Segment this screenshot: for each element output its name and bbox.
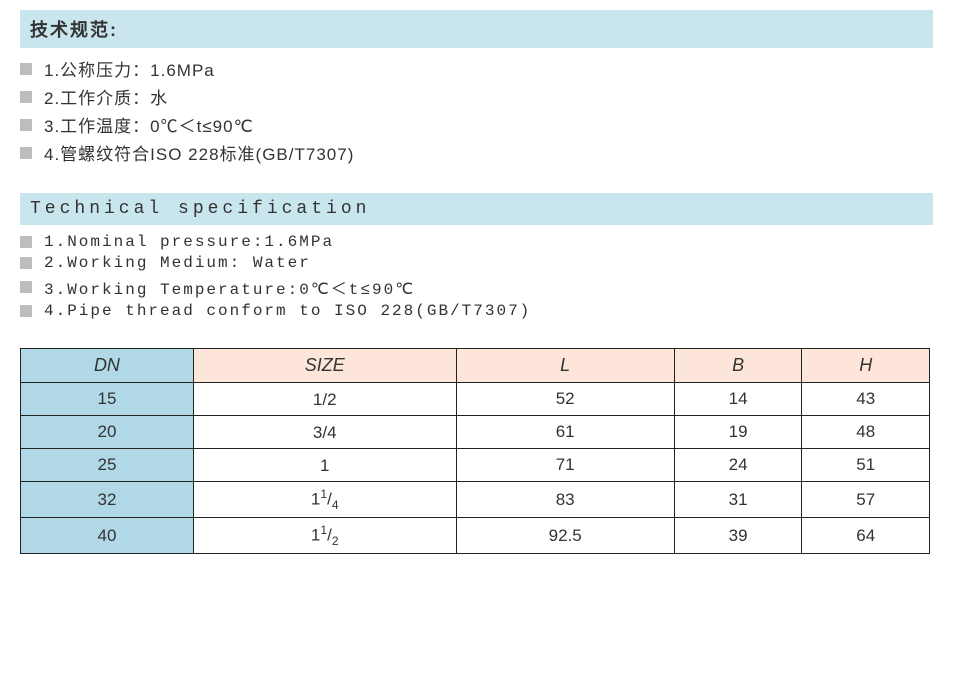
spec-item: 4.管螺纹符合ISO 228标准(GB/T7307)	[20, 140, 933, 165]
cell-dn: 20	[21, 416, 194, 449]
bullet-icon	[20, 257, 32, 269]
spec-item: 1.公称压力：1.6MPa	[20, 56, 933, 81]
cell-dn: 25	[21, 449, 194, 482]
table-row: 4011/292.53964	[21, 518, 930, 554]
cell-b: 14	[674, 383, 802, 416]
spec-list-en: 1.Nominal pressure:1.6MPa 2.Working Medi…	[20, 233, 933, 320]
spec-item: 4.Pipe thread conform to ISO 228(GB/T730…	[20, 302, 933, 320]
bullet-icon	[20, 63, 32, 75]
bullet-icon	[20, 91, 32, 103]
col-b: B	[674, 349, 802, 383]
cell-b: 19	[674, 416, 802, 449]
cell-size: 1	[193, 449, 456, 482]
spec-text: 4.Pipe thread conform to ISO 228(GB/T730…	[44, 302, 531, 320]
spec-item: 3.工作温度：0℃＜t≤90℃	[20, 112, 933, 137]
cell-l: 71	[456, 449, 674, 482]
spec-item: 2.Working Medium: Water	[20, 254, 933, 272]
bullet-icon	[20, 236, 32, 248]
table-body: 151/2521443203/46119482517124513211/4833…	[21, 383, 930, 554]
cell-l: 61	[456, 416, 674, 449]
spec-text: 1.公称压力：1.6MPa	[44, 56, 215, 81]
spec-item: 2.工作介质：水	[20, 84, 933, 109]
table-row: 251712451	[21, 449, 930, 482]
spec-item: 1.Nominal pressure:1.6MPa	[20, 233, 933, 251]
spec-text: 3.Working Temperature:0℃＜t≤90℃	[44, 275, 415, 299]
col-size: SIZE	[193, 349, 456, 383]
col-dn: DN	[21, 349, 194, 383]
cell-h: 51	[802, 449, 930, 482]
spec-text: 2.Working Medium: Water	[44, 254, 311, 272]
cell-b: 24	[674, 449, 802, 482]
bullet-icon	[20, 305, 32, 317]
cell-h: 64	[802, 518, 930, 554]
cell-dn: 15	[21, 383, 194, 416]
cell-size: 1/2	[193, 383, 456, 416]
cell-size: 11/4	[193, 482, 456, 518]
cell-l: 83	[456, 482, 674, 518]
cell-h: 43	[802, 383, 930, 416]
cell-l: 92.5	[456, 518, 674, 554]
spec-text: 3.工作温度：0℃＜t≤90℃	[44, 112, 254, 137]
cell-size: 3/4	[193, 416, 456, 449]
spec-list-cn: 1.公称压力：1.6MPa 2.工作介质：水 3.工作温度：0℃＜t≤90℃ 4…	[20, 56, 933, 165]
cell-h: 57	[802, 482, 930, 518]
table-row: 3211/4833157	[21, 482, 930, 518]
table-header-row: DN SIZE L B H	[21, 349, 930, 383]
spec-table: DN SIZE L B H 151/2521443203/46119482517…	[20, 348, 930, 554]
cell-l: 52	[456, 383, 674, 416]
section-title-en: Technical specification	[20, 193, 933, 225]
col-h: H	[802, 349, 930, 383]
spec-text: 4.管螺纹符合ISO 228标准(GB/T7307)	[44, 140, 354, 165]
section-title-cn: 技术规范:	[20, 10, 933, 48]
cell-size: 11/2	[193, 518, 456, 554]
cell-dn: 40	[21, 518, 194, 554]
cell-b: 31	[674, 482, 802, 518]
spec-text: 1.Nominal pressure:1.6MPa	[44, 233, 334, 251]
col-l: L	[456, 349, 674, 383]
cell-b: 39	[674, 518, 802, 554]
spec-text: 2.工作介质：水	[44, 84, 168, 109]
table-row: 151/2521443	[21, 383, 930, 416]
bullet-icon	[20, 281, 32, 293]
bullet-icon	[20, 147, 32, 159]
table-row: 203/4611948	[21, 416, 930, 449]
cell-dn: 32	[21, 482, 194, 518]
cell-h: 48	[802, 416, 930, 449]
bullet-icon	[20, 119, 32, 131]
spec-item: 3.Working Temperature:0℃＜t≤90℃	[20, 275, 933, 299]
